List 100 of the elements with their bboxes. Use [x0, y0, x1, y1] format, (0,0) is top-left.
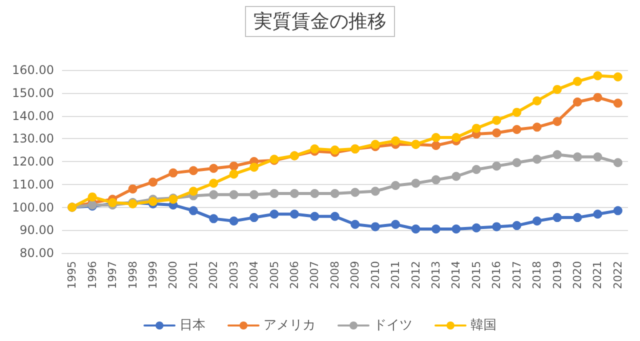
x-tick-label: 2002 [207, 261, 220, 289]
point [492, 222, 502, 232]
point [492, 128, 502, 138]
point [209, 164, 218, 173]
point [350, 188, 360, 197]
y-tick-label: 100.00 [12, 200, 54, 214]
y-tick-label: 120.00 [12, 154, 54, 168]
point [391, 136, 400, 146]
point [532, 96, 542, 106]
point [250, 162, 259, 172]
point [512, 108, 522, 117]
x-tick-label: 1998 [126, 261, 140, 289]
point [270, 189, 279, 198]
point [310, 144, 320, 154]
x-tick-label: 2005 [268, 261, 281, 289]
x-tick-label: 1995 [66, 261, 79, 289]
legend-label: 日本 [180, 318, 206, 333]
point [512, 158, 522, 168]
x-tick-label: 2011 [389, 261, 402, 289]
point [472, 124, 481, 133]
point [290, 210, 299, 219]
x-tick-label: 2003 [227, 261, 240, 289]
point [552, 150, 562, 160]
point [613, 158, 622, 168]
point [552, 213, 562, 222]
point [370, 140, 380, 149]
chart-title: 実質賃金の推移 [254, 10, 386, 32]
point [350, 220, 360, 229]
point [532, 154, 542, 164]
point [310, 212, 320, 221]
x-tick-label: 2017 [510, 261, 524, 289]
x-tick-label: 2022 [611, 261, 624, 289]
point [552, 84, 562, 94]
point [593, 92, 602, 102]
point [411, 178, 420, 188]
point [188, 206, 198, 216]
point [472, 223, 481, 232]
point [330, 212, 340, 221]
point [270, 210, 279, 219]
x-tick-label: 2006 [288, 261, 301, 289]
point [209, 214, 218, 224]
point [512, 221, 522, 230]
point [370, 222, 380, 232]
x-tick-label: 2000 [166, 261, 180, 289]
y-tick-label: 80.00 [20, 246, 54, 260]
point [452, 224, 461, 234]
point [188, 166, 198, 176]
x-tick-label: 2001 [186, 261, 200, 289]
point [391, 220, 400, 229]
point [613, 98, 622, 108]
point [452, 172, 461, 181]
point [492, 162, 502, 171]
point [492, 116, 502, 125]
point [209, 190, 218, 200]
point [532, 216, 542, 226]
point [431, 140, 440, 150]
x-tick-label: 2013 [429, 261, 442, 289]
point [572, 76, 582, 86]
point [411, 224, 420, 234]
point [593, 152, 602, 162]
point [88, 192, 97, 202]
point [330, 189, 340, 198]
point [431, 175, 440, 184]
point [391, 181, 400, 190]
x-tick-label: 1999 [146, 261, 160, 289]
x-tick-label: 2008 [328, 261, 342, 289]
point [168, 168, 178, 178]
x-tick-label: 2021 [591, 261, 604, 289]
x-tick-label: 2018 [530, 261, 544, 289]
y-tick-label: 110.00 [12, 177, 54, 192]
point [572, 213, 582, 222]
point [250, 190, 259, 200]
y-tick-label: 150.00 [12, 86, 54, 100]
x-tick-label: 2007 [308, 261, 322, 289]
point [290, 189, 299, 198]
point [188, 186, 198, 196]
x-tick-label: 2010 [368, 261, 382, 289]
point [532, 122, 542, 132]
x-tick-label: 2019 [550, 261, 564, 289]
y-tick-label: 160.00 [12, 63, 54, 77]
x-tick-label: 2020 [570, 261, 584, 289]
legend-label: 韓国 [470, 318, 496, 333]
point [229, 216, 238, 226]
y-tick-label: 140.00 [12, 108, 54, 123]
point [229, 162, 238, 171]
point [148, 178, 158, 187]
y-tick-label: 90.00 [20, 223, 54, 238]
point [472, 165, 481, 174]
point [431, 132, 440, 142]
x-tick-label: 2016 [490, 261, 504, 289]
x-tick-label: 2014 [450, 261, 463, 289]
point [512, 124, 522, 134]
point [593, 71, 602, 80]
legend-label: アメリカ [264, 318, 316, 333]
point [452, 132, 461, 142]
point [572, 98, 582, 107]
point [128, 184, 138, 194]
point [552, 116, 562, 126]
x-tick-label: 2009 [348, 261, 362, 289]
point [370, 186, 380, 196]
